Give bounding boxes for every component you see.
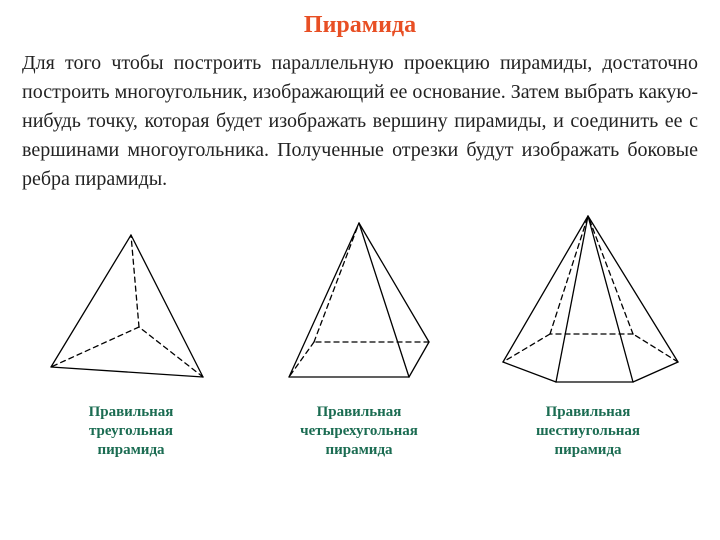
pyramid-square-svg [259, 217, 459, 397]
pyramid-triangular-svg [31, 227, 231, 397]
pyramid-hex: Правильная шестиугольная пирамида [478, 212, 698, 459]
description-paragraph: Для того чтобы построить параллельную пр… [22, 49, 698, 194]
pyramid-hex-svg [478, 212, 698, 397]
pyramid-square-caption: Правильная четырехугольная пирамида [300, 403, 418, 459]
pyramid-triangular: Правильная треугольная пирамида [22, 227, 240, 459]
pyramid-hex-caption: Правильная шестиугольная пирамида [536, 403, 640, 459]
figures-row: Правильная треугольная пирамида Правильн… [22, 212, 698, 459]
page-title: Пирамида [22, 12, 698, 39]
pyramid-square: Правильная четырехугольная пирамида [250, 217, 468, 459]
pyramid-triangular-caption: Правильная треугольная пирамида [89, 403, 174, 459]
